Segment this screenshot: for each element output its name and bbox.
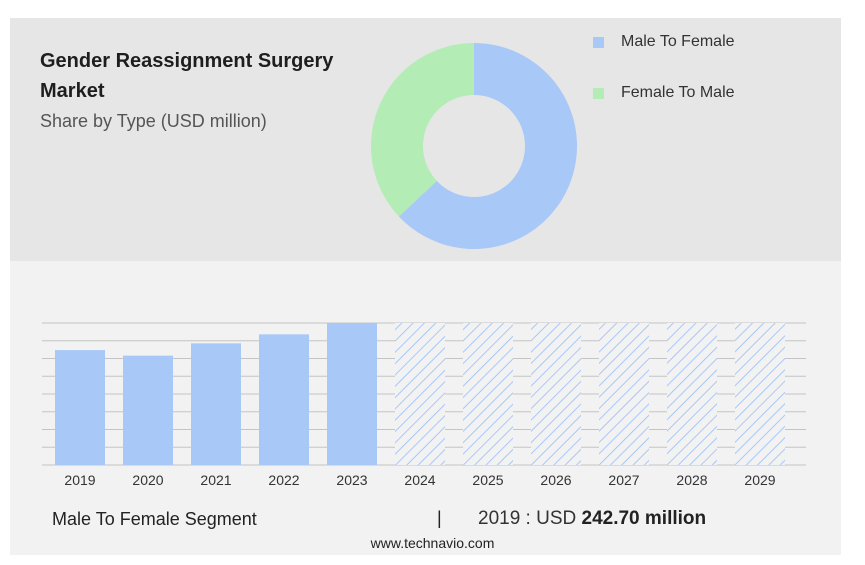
x-tick-label-2021: 2021 (200, 472, 231, 488)
legend-item-female-to-male: Female To Male (593, 82, 735, 104)
x-tick-label-2019: 2019 (64, 472, 95, 488)
donut-slice-male-to-female (398, 43, 577, 249)
source-url: www.technavio.com (370, 535, 495, 551)
legend-label-female-to-male: Female To Male (621, 84, 735, 101)
chart-title: Gender Reassignment Surgery Market (40, 50, 334, 102)
x-tick-label-2024: 2024 (404, 472, 435, 488)
legend-item-male-to-female: Male To Female (593, 31, 735, 53)
bar-2022 (259, 334, 309, 465)
bar-forecast-2026 (531, 323, 581, 465)
bar-forecast-2028 (667, 323, 717, 465)
bar-2020 (123, 355, 173, 465)
x-tick-label-2028: 2028 (676, 472, 707, 488)
legend-swatch-female-to-male (593, 87, 604, 99)
bar-forecast-2029 (735, 323, 785, 465)
footer-separator: | (437, 508, 442, 528)
bar-forecast-2025 (463, 323, 513, 465)
x-tick-label-2025: 2025 (472, 472, 503, 488)
legend-swatch-male-to-female (593, 36, 604, 48)
x-tick-label-2023: 2023 (336, 472, 367, 488)
legend-label-male-to-female: Male To Female (621, 33, 735, 50)
x-tick-label-2020: 2020 (132, 472, 163, 488)
x-tick-label-2027: 2027 (608, 472, 639, 488)
bar-2019 (55, 350, 105, 465)
x-tick-label-2029: 2029 (744, 472, 775, 488)
bar-2023 (327, 323, 377, 465)
donut-chart (371, 43, 577, 249)
bar-forecast-2024 (395, 323, 445, 465)
chart-subtitle: Share by Type (USD million) (40, 111, 267, 131)
legend: Male To Female Female To Male (593, 31, 735, 133)
x-tick-label-2026: 2026 (540, 472, 571, 488)
donut-slice-female-to-male (371, 43, 474, 217)
segment-value: 2019 : USD 242.70 million (478, 508, 706, 530)
segment-label: Male To Female Segment (52, 509, 257, 529)
segment-year-prefix: 2019 : USD (478, 508, 577, 529)
segment-value-amount: 242.70 million (581, 508, 707, 529)
bar-forecast-2027 (599, 323, 649, 465)
bar-2021 (191, 343, 241, 465)
x-tick-label-2022: 2022 (268, 472, 299, 488)
